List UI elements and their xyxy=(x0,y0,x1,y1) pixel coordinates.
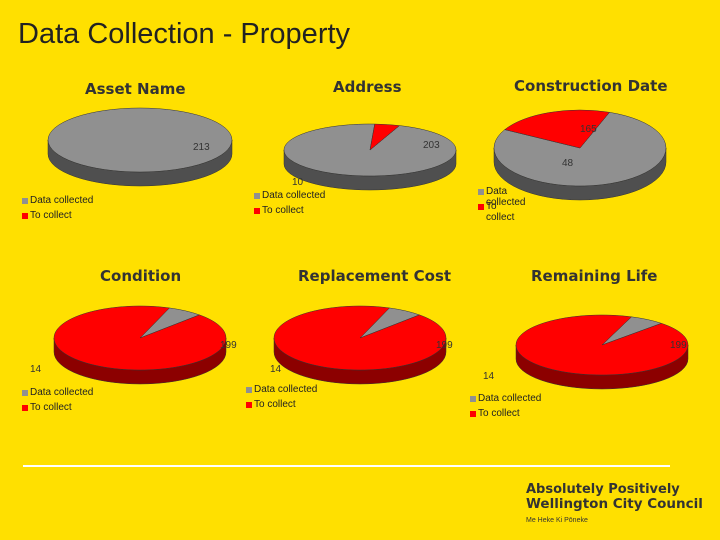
asset-name-data-label-collected: 213 xyxy=(193,142,210,153)
legend-swatch xyxy=(246,402,252,408)
legend-entry: Data collected xyxy=(470,393,550,408)
legend-swatch xyxy=(254,208,260,214)
legend-entry: To collect xyxy=(470,408,550,423)
legend-entry: To collect xyxy=(246,399,326,414)
divider xyxy=(23,465,670,467)
legend-label: Data collected xyxy=(262,190,326,201)
legend-swatch xyxy=(22,198,28,204)
remaining-life-legend: Data collected To collect xyxy=(470,393,550,423)
legend-entry: To collect xyxy=(254,205,334,220)
legend-label: To collect xyxy=(262,205,304,216)
logo-line-2: Wellington City Council xyxy=(526,496,703,512)
legend-label: To collect xyxy=(478,408,520,419)
legend-entry: Data collected xyxy=(22,195,102,210)
legend-entry: To collect xyxy=(478,201,524,223)
asset-name-chart-title: Asset Name xyxy=(85,80,186,98)
remaining-life-data-label-to-collect: 199 xyxy=(670,340,687,351)
construction-date-data-label-collected: 165 xyxy=(580,124,597,135)
logo-line-1: Absolutely Positively xyxy=(526,482,680,497)
legend-swatch xyxy=(22,390,28,396)
remaining-life-data-label-collected: 14 xyxy=(483,371,495,382)
remaining-life-chart-title: Remaining Life xyxy=(531,267,658,285)
remaining-life-slice-to-collect xyxy=(515,314,689,376)
legend-label: To collect xyxy=(486,201,515,223)
legend-entry: Data collected xyxy=(22,387,102,402)
legend-entry: To collect xyxy=(22,402,102,417)
condition-data-label-collected: 14 xyxy=(30,364,42,375)
replacement-cost-data-label-to-collect: 199 xyxy=(436,340,453,351)
legend-label: Data collected xyxy=(486,186,526,208)
legend-swatch xyxy=(22,213,28,219)
construction-date-slice-to-collect xyxy=(504,109,610,149)
legend-label: Data collected xyxy=(478,393,542,404)
asset-name-legend: Data collected To collect xyxy=(22,195,102,225)
replacement-cost-slice-to-collect xyxy=(273,305,447,371)
legend-swatch xyxy=(470,396,476,402)
legend-entry: To collect xyxy=(22,210,102,225)
legend-swatch xyxy=(246,387,252,393)
construction-date-legend: Data collected To collect xyxy=(478,186,525,223)
legend-entry: Data collected xyxy=(246,384,326,399)
address-slice-to-collect xyxy=(369,123,401,151)
address-legend: Data collected To collect xyxy=(254,190,334,220)
legend-swatch xyxy=(478,204,484,210)
legend-swatch xyxy=(478,189,484,195)
legend-label: Data collected xyxy=(30,195,94,206)
legend-swatch xyxy=(22,405,28,411)
construction-date-slice-collected xyxy=(493,112,667,187)
address-data-label-collected: 203 xyxy=(423,140,440,151)
condition-slice-to-collect xyxy=(53,305,227,371)
legend-label: To collect xyxy=(30,402,72,413)
condition-chart-title: Condition xyxy=(100,267,182,285)
legend-label: Data collected xyxy=(254,384,318,395)
legend-label: To collect xyxy=(254,399,296,410)
replacement-cost-chart-title: Replacement Cost xyxy=(298,267,452,285)
legend-swatch xyxy=(254,193,260,199)
replacement-cost-legend: Data collected To collect xyxy=(246,384,326,414)
legend-label: Data collected xyxy=(30,387,94,398)
legend-entry: Data collected xyxy=(254,190,334,205)
legend-entry: Data collected xyxy=(478,186,525,208)
construction-date-data-label-to-collect: 48 xyxy=(562,158,574,169)
council-logo: Absolutely Positively Wellington City Co… xyxy=(526,482,703,524)
logo-tagline: Me Heke Ki Pōneke xyxy=(526,517,588,524)
address-chart-title: Address xyxy=(333,78,402,96)
replacement-cost-data-label-collected: 14 xyxy=(270,364,282,375)
address-data-label-to-collect: 10 xyxy=(292,177,304,188)
asset-name-slice-collected xyxy=(47,107,233,173)
page-title: Data Collection - Property xyxy=(18,18,351,50)
construction-date-chart-title: Construction Date xyxy=(514,77,668,95)
legend-swatch xyxy=(470,411,476,417)
condition-data-label-to-collect: 199 xyxy=(220,340,237,351)
legend-label: To collect xyxy=(30,210,72,221)
condition-legend: Data collected To collect xyxy=(22,387,102,417)
